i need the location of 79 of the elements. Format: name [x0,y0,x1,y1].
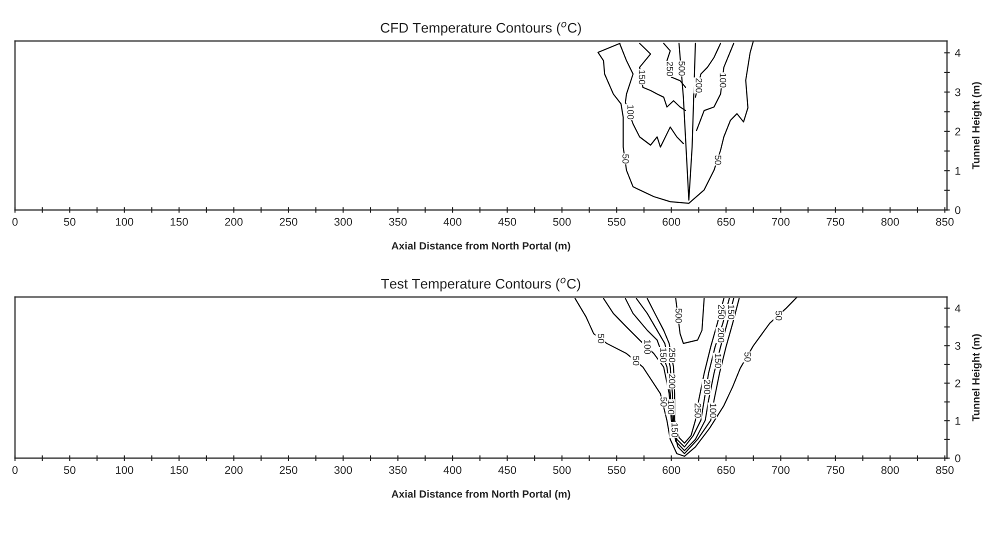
x-tick-label: 50 [64,466,76,474]
annotation: 250 [668,348,676,362]
x-tick-label: 200 [225,218,243,226]
x-tick-label: 200 [225,466,243,474]
x-tick-label: 150 [170,218,188,226]
x-tick-label: 250 [280,218,298,226]
x-tick-label: 350 [389,218,407,226]
chart-title: CFD Temperature Contours ($^{o}$C) [380,22,581,36]
x-tick-label: 0 [12,218,18,226]
annotation: 100 [720,73,726,88]
annotation: 200 [704,380,710,394]
annotation: 150 [714,354,722,368]
y-axis-title: Tunnel Height (m) [972,82,982,170]
y-tick-label: 1 [955,417,960,425]
annotation: 500 [678,61,686,76]
x-tick-label: 700 [772,218,790,226]
annotation: 50 [660,397,667,407]
x-tick-label: 750 [826,218,844,226]
annotation: 100 [710,404,716,418]
x-tick-label: 300 [334,466,352,474]
x-tick-label: 500 [553,218,571,226]
chart-title: Test Temperature Contours ($^{o}$C) [381,278,580,292]
annotation: 150 [638,70,646,84]
x-tick-label: 800 [881,466,899,474]
x-tick-label: 700 [772,466,790,474]
x-tick-label: 850 [936,218,954,226]
y-tick-label: 3 [955,342,960,350]
x-tick-label: 150 [170,466,188,474]
x-tick-label: 450 [498,218,516,226]
y-axis-title: Tunnel Height (m) [972,334,982,422]
x-tick-label: 500 [553,466,571,474]
annotation: 50 [622,154,629,164]
annotation: 100 [644,340,651,354]
annotation: 150 [728,305,734,320]
x-tick-label: 600 [662,218,680,226]
annotation: 250 [694,403,702,418]
x-tick-label: 100 [116,466,134,474]
annotation: 50 [598,334,604,344]
x-tick-label: 300 [334,218,352,226]
y-tick-label: 3 [955,88,960,96]
x-tick-label: 100 [116,218,134,226]
x-tick-label: 800 [881,218,899,226]
y-tick-label: 1 [955,167,960,175]
annotation: 50 [744,352,751,362]
x-tick-label: 650 [717,466,735,474]
x-tick-label: 450 [498,466,516,474]
annotation: 150 [672,423,678,438]
x-tick-label: 550 [608,466,626,474]
y-tick-label: 2 [955,379,960,388]
x-axis-title: Axial Distance from North Portal (m) [392,490,570,500]
annotation: 50 [776,311,782,320]
x-tick-label: 250 [280,466,298,474]
annotation: 500 [675,308,682,323]
annotation: 200 [668,374,676,388]
annotation: 50 [714,155,722,165]
x-tick-label: 550 [608,218,626,226]
x-tick-label: 400 [444,466,462,474]
x-axis-title: Axial Distance from North Portal (m) [392,242,570,252]
y-tick-label: 4 [954,49,960,57]
x-tick-label: 0 [12,466,18,474]
x-tick-label: 750 [826,466,844,474]
annotation: 250 [718,304,725,320]
annotation: 200 [718,328,724,342]
x-tick-label: 600 [662,466,680,474]
x-tick-label: 400 [444,218,462,226]
x-tick-label: 350 [389,466,407,474]
annotation: 100 [668,400,674,414]
x-tick-label: 50 [64,218,76,226]
y-tick-label: 2 [955,128,960,136]
annotation: 200 [696,78,702,93]
annotation: 100 [627,105,634,120]
annotation: 50 [632,356,640,366]
annotation: 250 [666,62,674,76]
y-tick-label: 0 [955,206,960,214]
annotation: 150 [660,348,667,362]
y-tick-label: 0 [955,454,960,462]
y-tick-label: 4 [954,304,960,312]
x-tick-label: 650 [717,218,735,226]
x-tick-label: 850 [936,466,954,474]
